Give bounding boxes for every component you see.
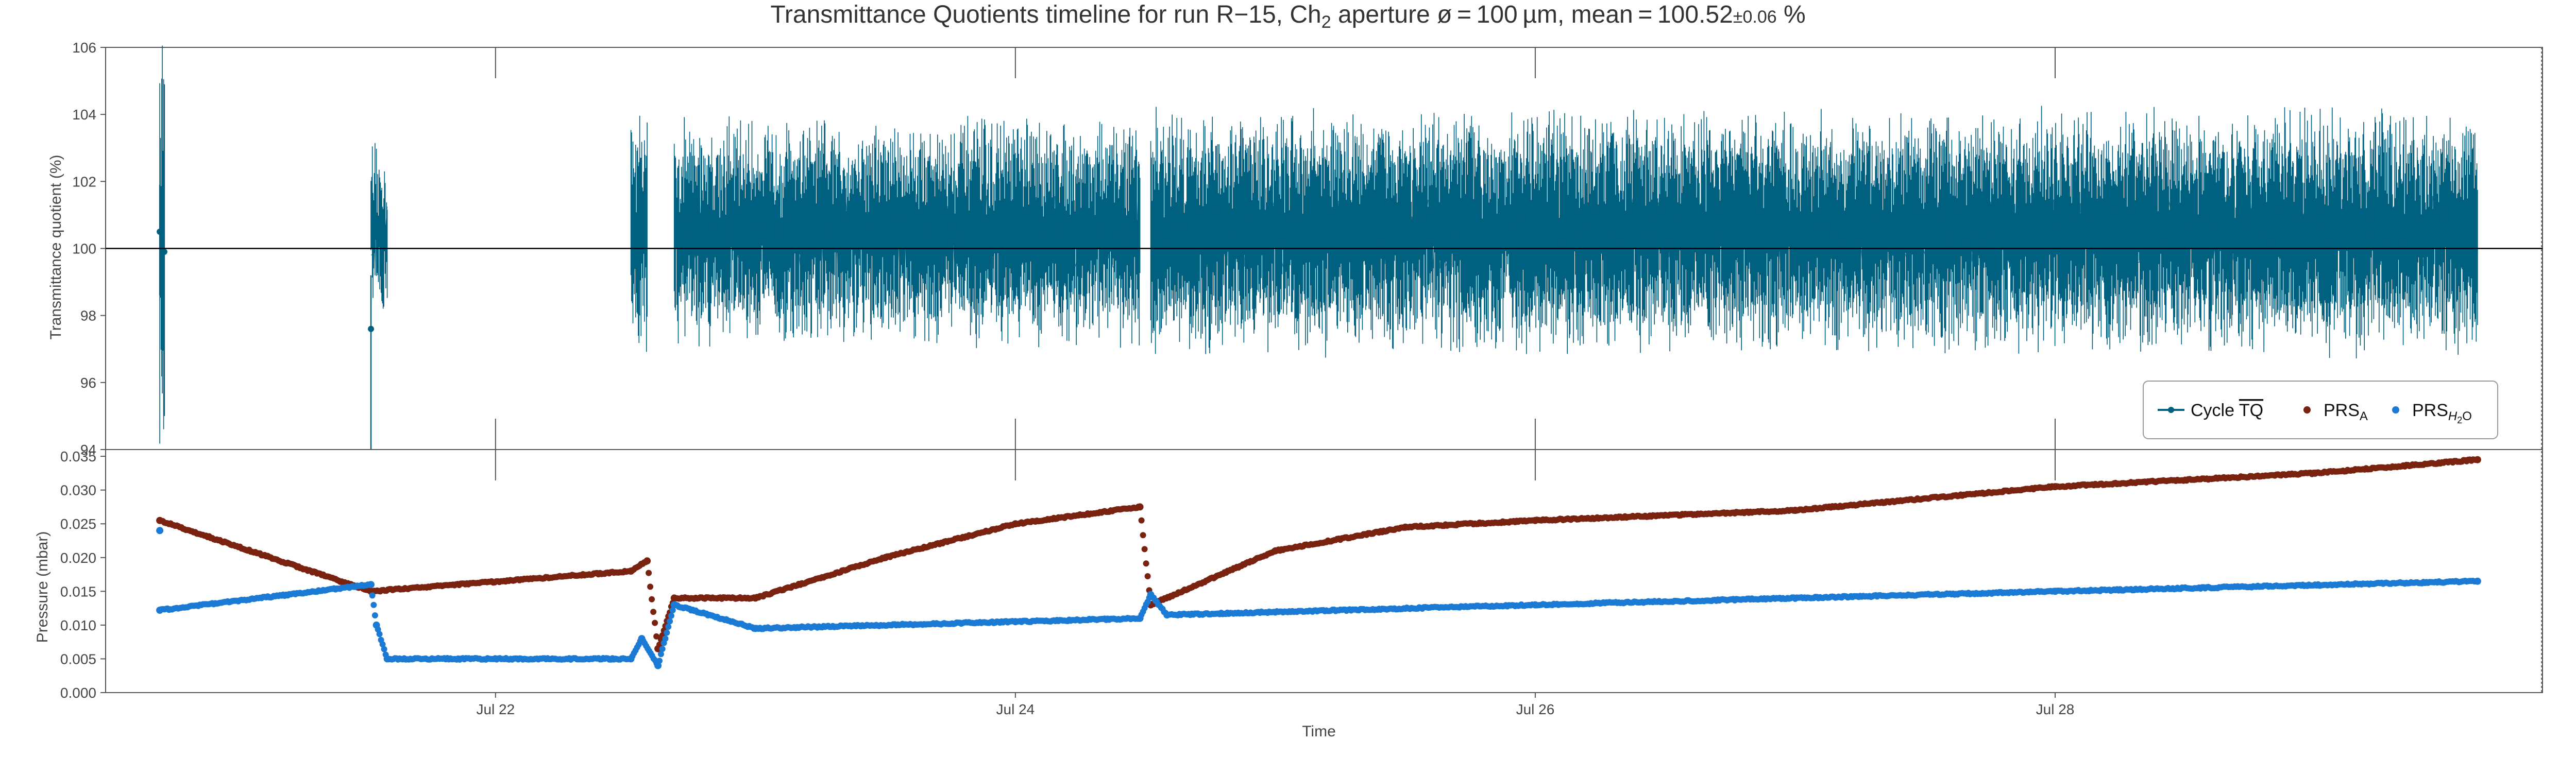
pressure-point (2473, 577, 2481, 585)
bottom-ytick-label: 0.035 (60, 449, 96, 464)
bottom-ytick-label: 0.010 (60, 617, 96, 633)
legend-cycle-tq-label: Cycle TQ (2191, 401, 2263, 420)
pressure-point (367, 581, 375, 589)
tq-cycle-trace-3 (674, 195, 1140, 269)
legend-prs-a-label: PRSA (2324, 401, 2368, 423)
tq-point-2 (368, 325, 375, 332)
pressure-point (1143, 560, 1149, 567)
xtick-label: Jul 28 (2036, 701, 2075, 717)
top-ytick-label: 100 (72, 241, 96, 257)
tq-cycle-trace-1 (370, 206, 388, 267)
legend-prs-h2o-sub-h: H (2448, 409, 2458, 423)
pressure-point (1140, 532, 1146, 539)
pressure-point (376, 631, 383, 638)
pressure-point (1138, 517, 1145, 524)
pressure-point (381, 646, 387, 652)
legend-box (2143, 381, 2498, 439)
legend-entry-prs-a: PRSA (2303, 401, 2368, 423)
pressure-point (656, 658, 663, 664)
pressure-point (668, 612, 674, 619)
tq-cycle-segment-1 (370, 143, 388, 309)
pressure-point (664, 629, 670, 636)
legend-prs-h2o-text: PRS (2412, 401, 2448, 420)
tq-point-0 (157, 228, 163, 235)
top-ytick-label: 102 (72, 174, 96, 190)
tq-cycle-segment-4 (1150, 106, 2478, 359)
xtick-label: Jul 26 (1516, 701, 1555, 717)
pressure-point (667, 618, 673, 625)
tq-cycle-trace-2 (631, 195, 648, 249)
legend-tq-overline: TQ (2239, 401, 2263, 420)
pressure-point (2473, 456, 2481, 463)
legend-prs-h2o-label: PRSH2O (2412, 401, 2472, 425)
tq-cycle-segment-0 (159, 45, 165, 444)
xtick-label: Jul 24 (996, 701, 1035, 717)
legend-entry-cycle-tq: Cycle TQ (2158, 401, 2263, 420)
pressure-point (379, 641, 386, 648)
pressure-point (1136, 503, 1144, 511)
pressure-point (649, 596, 655, 602)
tq-point-1 (161, 249, 167, 255)
tq-cycle-segment-3 (673, 116, 1141, 348)
legend-prs-h2o-dot (2392, 406, 2399, 414)
top-ytick-label: 98 (80, 308, 96, 324)
chart-title: Transmittance Quotients timeline for run… (770, 1, 1805, 32)
pressure-point (665, 624, 672, 630)
pressure-point (646, 570, 652, 576)
pressure-point (1144, 573, 1151, 579)
legend-entry-prs-h2o: PRSH2O (2392, 401, 2472, 425)
pressure-point (650, 609, 657, 615)
bottom-ytick-label: 0.015 (60, 583, 96, 599)
legend: Cycle TQ PRSA PRSH2O (2143, 381, 2498, 439)
top-ytick-label: 94 (80, 442, 96, 458)
bottom-ytick-label: 0.005 (60, 651, 96, 667)
legend-cycle-label: Cycle (2191, 401, 2239, 420)
bottom-ylabel: Pressure (mbar) (34, 531, 51, 643)
bottom-ytick-label: 0.000 (60, 685, 96, 701)
pressure-point (653, 633, 660, 640)
legend-prs-h2o-sub-2: 2 (2457, 415, 2462, 425)
pressure-point (1141, 546, 1148, 553)
bottom-panel: 0.000 0.005 0.010 0.015 0.020 0.025 0.030 0.035… (60, 449, 2543, 717)
bottom-xlabel: Time (1302, 723, 1336, 740)
tq-cycle-trace-4 (1150, 195, 2478, 269)
title-unit: % (1777, 1, 1806, 28)
pressure-point (647, 583, 654, 590)
pressure-point (652, 619, 658, 626)
pressure-point (643, 557, 651, 565)
pressure-point (371, 612, 378, 618)
top-ylabel: Transmittance quotient (%) (47, 154, 64, 339)
legend-prs-a-sub: A (2360, 409, 2368, 423)
pressure-point (662, 635, 669, 642)
xtick-label: Jul 22 (476, 701, 515, 717)
pressure-point (669, 607, 676, 613)
legend-prs-a-dot (2303, 406, 2311, 414)
pressure-point (659, 646, 666, 652)
pressure-point (370, 601, 377, 608)
legend-prs-h2o-sub-o: O (2462, 409, 2472, 423)
bottom-ytick-label: 0.025 (60, 516, 96, 532)
bottom-plot-frame (105, 449, 2543, 693)
title-subscript: 2 (1321, 12, 1331, 32)
title-main: Transmittance Quotients timeline for run… (770, 1, 1321, 28)
series-prsa (156, 456, 2481, 652)
top-panel: 94 96 98 100 102 104 106 (72, 40, 2543, 693)
series-prsh2o (156, 527, 2481, 669)
bottom-ytick-label: 0.030 (60, 483, 96, 498)
title-rest: aperture ø = 100 µm, mean = 100.52 (1331, 1, 1733, 28)
top-ytick-label: 104 (72, 107, 96, 123)
legend-prs-a-text: PRS (2324, 401, 2360, 420)
bottom-ytick-label: 0.020 (60, 550, 96, 566)
pressure-point (156, 527, 164, 535)
title-error: ±0.06 (1733, 7, 1777, 27)
tq-cycle-segment-2 (630, 115, 648, 352)
pressure-point (369, 592, 376, 599)
pressure-point (657, 651, 664, 658)
top-ytick-label: 96 (80, 375, 96, 391)
legend-cycle-tq-dot (2168, 407, 2174, 413)
top-ytick-label: 106 (72, 40, 96, 56)
